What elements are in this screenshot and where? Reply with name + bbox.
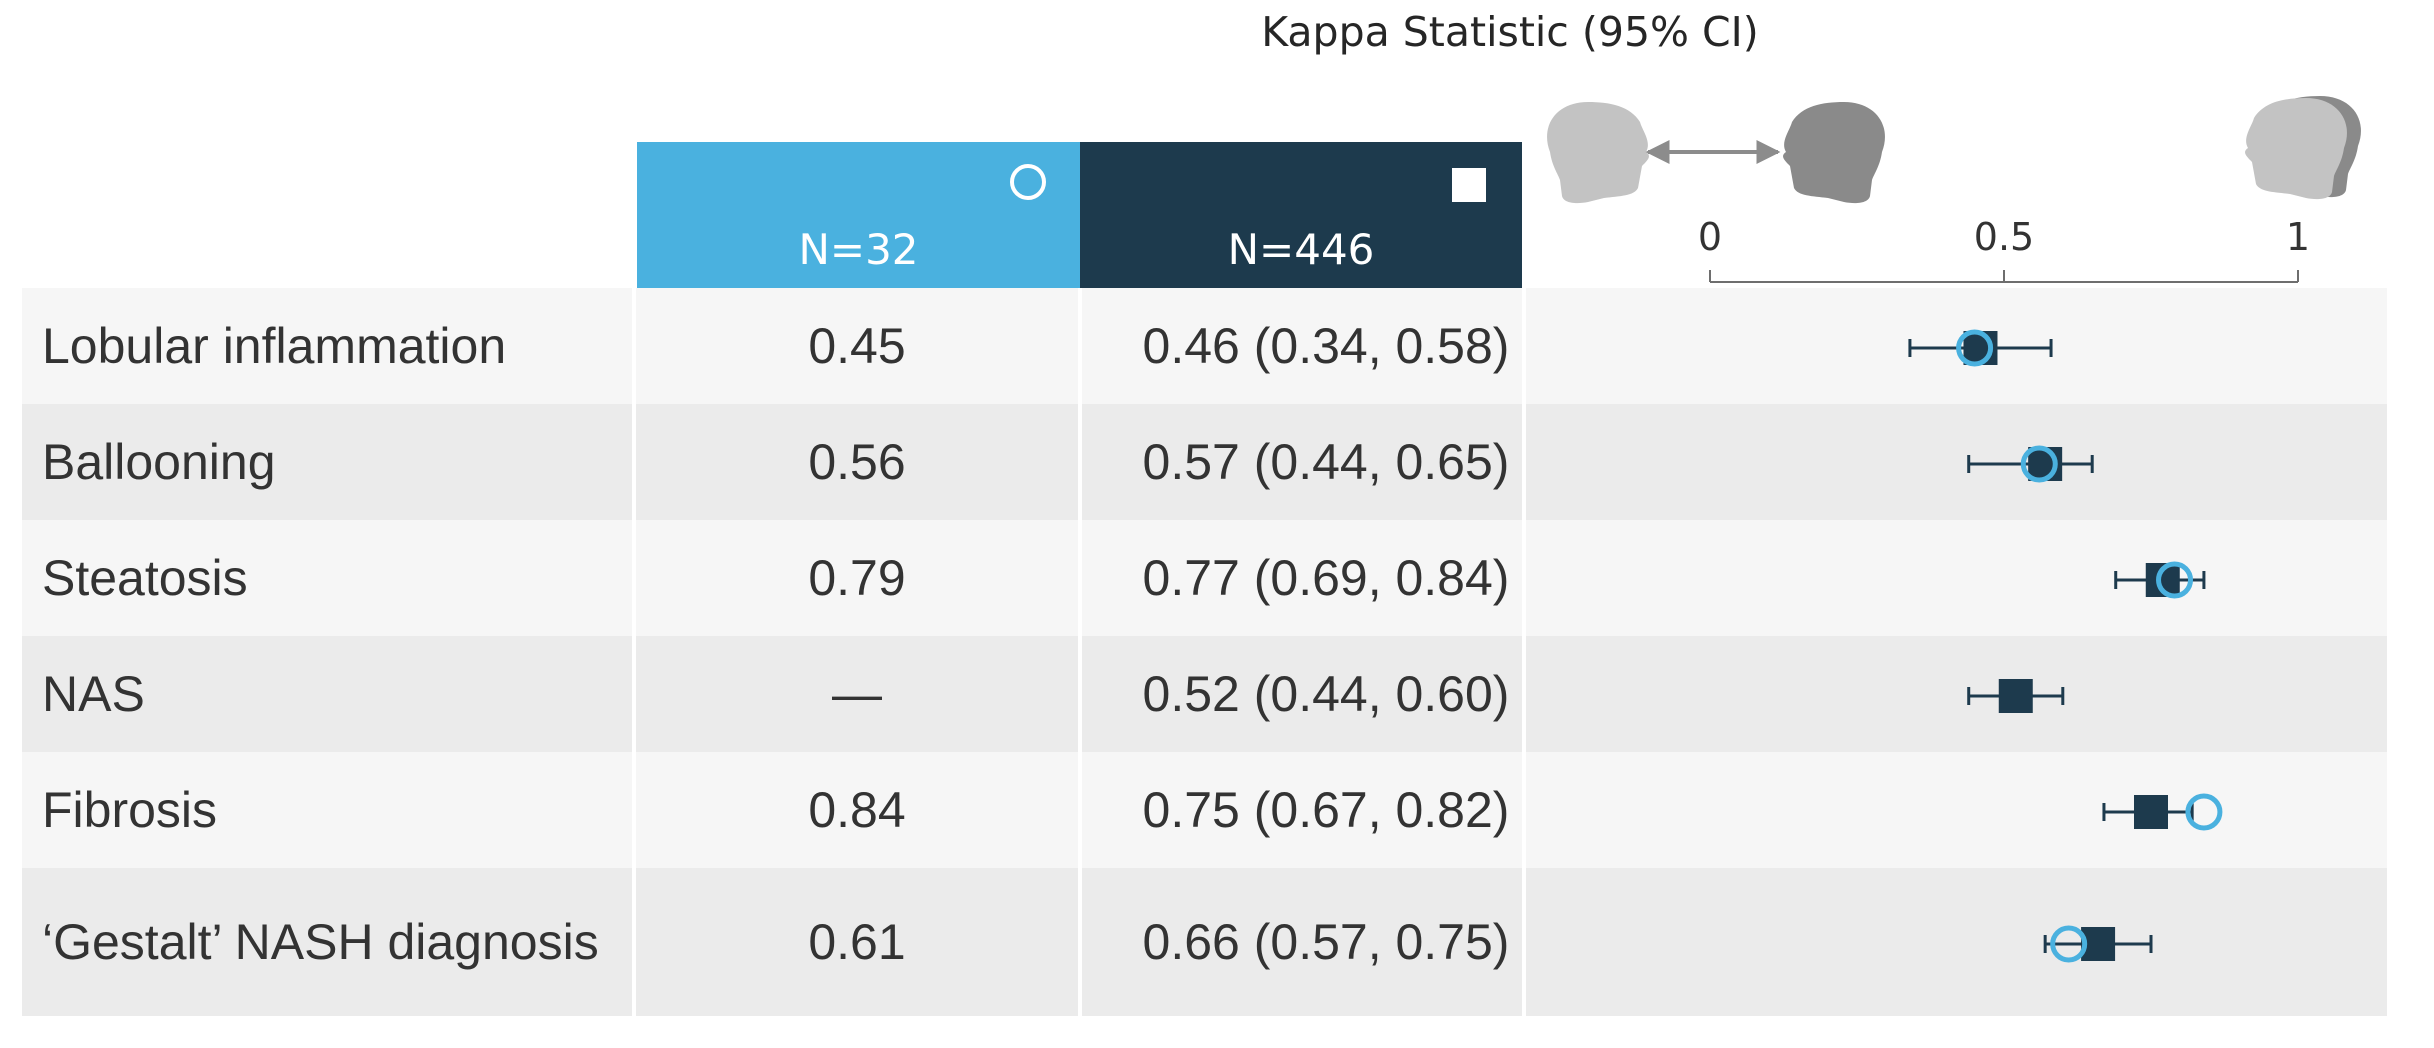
column-divider: [632, 752, 636, 868]
row-label: ‘Gestalt’ NASH diagnosis: [42, 913, 599, 970]
column-divider: [1522, 752, 1526, 868]
column-divider: [1522, 636, 1526, 752]
column-header-n32: N=32: [637, 142, 1080, 288]
row-label: Ballooning: [42, 433, 276, 490]
column-divider: [1078, 868, 1082, 1016]
row-label: Fibrosis: [42, 781, 218, 838]
n446-value: 0.57 (0.44, 0.65): [1142, 434, 1510, 490]
n32-value: 0.56: [808, 434, 906, 490]
x-tick-label: 1: [2286, 215, 2310, 259]
n32-value: 0.79: [808, 550, 906, 606]
x-axis: 0 0.5 1: [1698, 215, 2310, 283]
column-divider: [632, 288, 636, 404]
n32-value: 0.61: [808, 914, 906, 970]
n446-value: 0.66 (0.57, 0.75): [1142, 914, 1510, 970]
n32-circle-point: [1956, 329, 1994, 367]
n32-value: —: [832, 666, 882, 722]
chart-title: Kappa Statistic (95% CI): [1261, 8, 1759, 56]
column-divider: [632, 404, 636, 520]
n32-value: 0.45: [808, 318, 906, 374]
forest-plot: 0 0.5 1: [1547, 96, 2361, 963]
column-divider: [632, 868, 636, 1016]
column-divider: [1078, 520, 1082, 636]
circle-marker-icon: [1010, 164, 1046, 200]
column-divider: [1078, 636, 1082, 752]
table-row: Ballooning 0.56 0.57 (0.44, 0.65): [22, 404, 2387, 520]
n446-value: 0.46 (0.34, 0.58): [1142, 318, 1510, 374]
two-heads-arrow-icon: [1547, 102, 1885, 204]
n446-square-point: [2134, 795, 2168, 829]
column-header-n446: N=446: [1080, 142, 1522, 288]
column-divider: [1522, 868, 1526, 1016]
column-divider: [1078, 288, 1082, 404]
column-divider: [632, 636, 636, 752]
column-divider: [1078, 752, 1082, 868]
column-divider: [1078, 404, 1082, 520]
column-divider: [1522, 520, 1526, 636]
n32-circle-point: [2050, 925, 2088, 963]
column-divider: [1522, 288, 1526, 404]
overlapping-heads-icon: [2245, 96, 2361, 200]
plot-marks: [1908, 329, 2223, 963]
x-tick-label: 0: [1698, 215, 1722, 259]
table-row: ‘Gestalt’ NASH diagnosis 0.61 0.66 (0.57, …: [22, 868, 2387, 1016]
table-row: Steatosis 0.79 0.77 (0.69, 0.84): [22, 520, 2387, 636]
row-label: Steatosis: [42, 549, 248, 606]
n32-circle-point: [2020, 445, 2058, 483]
table-row: NAS — 0.52 (0.44, 0.60): [22, 636, 2387, 752]
column-header-n32-label: N=32: [798, 225, 919, 274]
n32-circle-point: [2156, 561, 2194, 599]
n446-value: 0.52 (0.44, 0.60): [1142, 666, 1510, 722]
column-header-n446-label: N=446: [1227, 225, 1375, 274]
n32-circle-point: [2185, 793, 2223, 831]
x-tick-label: 0.5: [1974, 215, 2034, 259]
row-label: NAS: [42, 665, 145, 722]
row-label: Lobular inflammation: [42, 317, 507, 374]
n32-value: 0.84: [808, 782, 906, 838]
n446-value: 0.77 (0.69, 0.84): [1142, 550, 1510, 606]
n446-value: 0.75 (0.67, 0.82): [1142, 782, 1510, 838]
n446-square-point: [1998, 679, 2033, 713]
column-divider: [1522, 404, 1526, 520]
table-row: Fibrosis 0.84 0.75 (0.67, 0.82): [22, 752, 2387, 868]
square-marker-icon: [1452, 168, 1486, 202]
column-divider: [632, 520, 636, 636]
